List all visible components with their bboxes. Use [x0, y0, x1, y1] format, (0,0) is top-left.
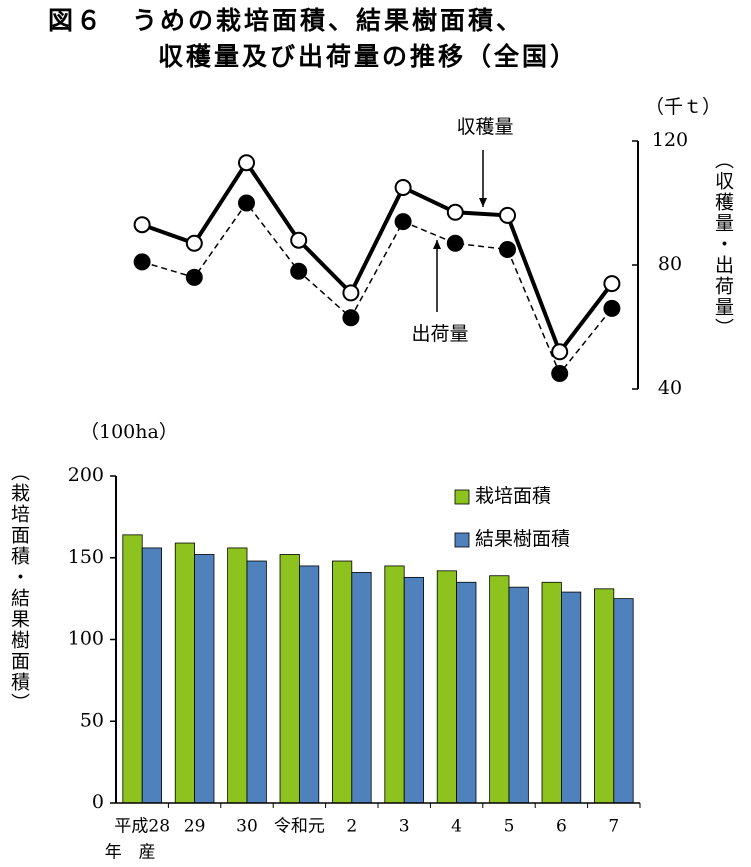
marker — [603, 275, 621, 293]
y-tick-label: 150 — [68, 546, 104, 568]
marker — [185, 234, 203, 252]
line — [141, 201, 613, 375]
bar — [351, 572, 372, 804]
chart-title: 収穫量及び出荷量の推移（全国） — [158, 42, 578, 71]
bar — [456, 581, 477, 804]
marker — [551, 343, 569, 361]
legend-label: 栽培面積 — [475, 485, 551, 507]
bar — [541, 581, 562, 804]
x-tick-label: 4 — [451, 817, 462, 837]
y-tick-label: 0 — [92, 791, 104, 813]
bar — [384, 565, 405, 804]
y-tick-label: 40 — [658, 377, 682, 399]
bar — [613, 598, 634, 804]
x-axis-label: 年 産 — [105, 843, 156, 863]
bar — [122, 534, 143, 804]
bar — [298, 565, 320, 804]
legend-swatch — [454, 489, 470, 505]
bar — [174, 542, 196, 804]
y-tick-label: 80 — [658, 253, 682, 275]
unit-label: （100ha） — [80, 421, 178, 443]
bar — [489, 575, 510, 804]
legend-swatch — [454, 532, 470, 548]
x-tick-label: 30 — [236, 817, 258, 837]
marker — [499, 206, 516, 224]
series-label: 出荷量 — [411, 323, 468, 345]
marker — [290, 262, 308, 280]
y-tick-label: 50 — [80, 709, 104, 731]
marker — [133, 216, 151, 234]
marker — [342, 309, 360, 327]
x-tick-label: 6 — [556, 817, 567, 837]
y-tick-label: 200 — [68, 464, 104, 486]
bar — [227, 547, 248, 804]
arrow-head — [433, 240, 441, 249]
bar — [141, 547, 162, 804]
marker — [238, 154, 255, 172]
y-tick-label: 120 — [652, 129, 688, 151]
y-axis-label: （収穫量・出荷量） — [712, 150, 734, 339]
marker — [499, 241, 516, 258]
unit-label: （千ｔ） — [645, 96, 721, 118]
bar — [279, 554, 300, 804]
bar — [436, 570, 458, 804]
bar — [246, 560, 267, 804]
marker — [394, 213, 412, 231]
marker — [603, 299, 621, 317]
marker — [446, 203, 464, 221]
x-tick-label: 令和元 — [274, 817, 325, 837]
x-tick-label: 3 — [399, 817, 410, 837]
marker — [238, 194, 255, 212]
bar — [594, 588, 615, 804]
series-label: 収穫量 — [456, 116, 513, 138]
marker — [551, 365, 569, 382]
marker — [446, 234, 464, 252]
bar — [403, 576, 424, 804]
marker — [290, 231, 308, 249]
legend-label: 結果樹面積 — [475, 528, 570, 550]
bar — [508, 586, 529, 804]
x-tick-label: 29 — [184, 817, 206, 837]
x-tick-label: 7 — [608, 817, 619, 837]
marker — [133, 253, 151, 271]
marker — [185, 268, 203, 286]
marker — [342, 284, 360, 302]
bar — [332, 560, 353, 804]
chart-title: 図６ うめの栽培面積、結果樹面積、 — [48, 6, 524, 35]
y-axis-label: （栽培面積・結果樹面積） — [8, 462, 30, 714]
bar — [194, 554, 215, 804]
x-tick-label: 5 — [504, 817, 515, 837]
line — [141, 159, 614, 356]
arrow-head — [479, 198, 487, 207]
y-tick-label: 100 — [68, 628, 104, 650]
x-tick-label: 平成28 — [114, 817, 170, 837]
marker — [394, 179, 412, 196]
x-tick-label: 2 — [346, 817, 357, 837]
bar — [561, 591, 582, 804]
